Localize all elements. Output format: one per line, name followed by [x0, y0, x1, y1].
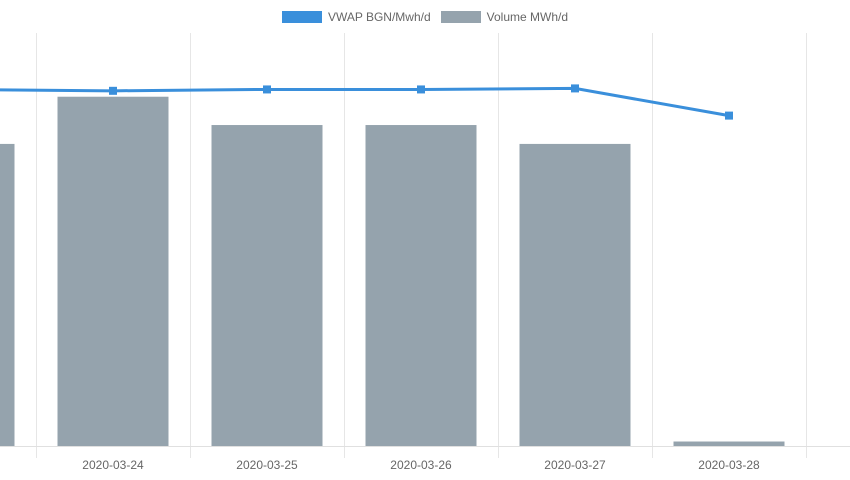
legend-swatch-vwap	[281, 11, 322, 23]
bar-volume-2020-03-28	[673, 441, 785, 446]
bar-volume-2020-03-24	[57, 96, 169, 446]
x-tick-label: 2020-03-26	[390, 458, 452, 472]
legend-item-volume[interactable]: Volume MWh/d	[440, 10, 569, 24]
point-vwap-2020-03-24	[109, 86, 117, 95]
x-tick-label: 2020-03-28	[698, 458, 760, 472]
bar-volume-2020-03-23	[0, 143, 15, 447]
point-vwap-2020-03-27	[571, 84, 579, 93]
legend-label-vwap: VWAP BGN/Mwh/d	[327, 10, 431, 24]
legend-item-vwap[interactable]: VWAP BGN/Mwh/d	[281, 10, 431, 24]
chart-legend: VWAP BGN/Mwh/d Volume MWh/d	[0, 8, 850, 26]
point-vwap-2020-03-25	[263, 85, 271, 94]
point-vwap-2020-03-28	[725, 111, 733, 120]
x-tick-label: 2020-03-25	[236, 458, 298, 472]
x-tick-label: 2020-03-24	[82, 458, 144, 472]
line-vwap	[0, 86, 730, 118]
bar-volume-2020-03-26	[365, 125, 477, 446]
bar-volume-2020-03-27	[519, 143, 631, 447]
legend-label-volume: Volume MWh/d	[486, 10, 569, 24]
x-tick-label: 2020-03-27	[544, 458, 606, 472]
bar-volume-2020-03-25	[211, 125, 323, 446]
legend-swatch-volume	[440, 11, 481, 23]
point-vwap-2020-03-26	[417, 85, 425, 94]
